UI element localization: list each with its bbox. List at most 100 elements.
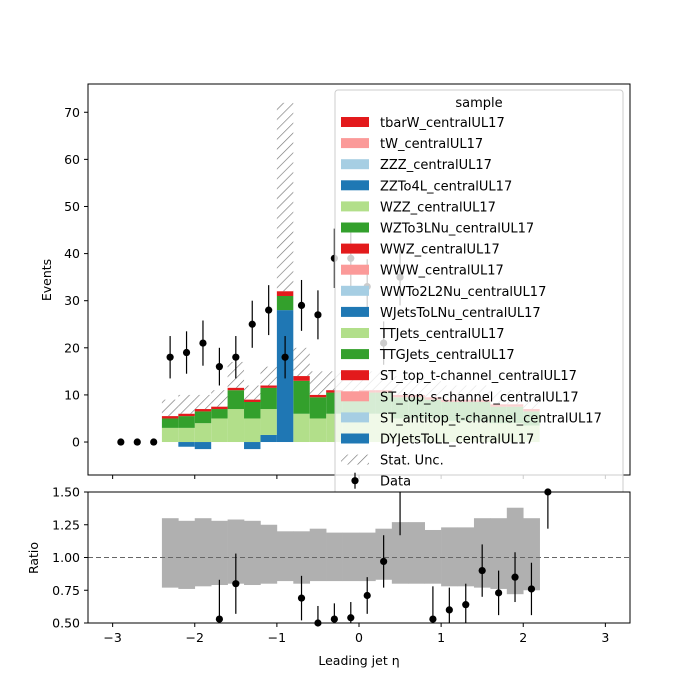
ratio-unc-band [227, 519, 245, 584]
legend-label: tW_centralUL17 [380, 137, 483, 152]
stack-bar [178, 416, 195, 428]
stat-unc-hatch [244, 385, 261, 400]
stack-bar [244, 442, 261, 450]
ratio-unc-band [326, 532, 343, 582]
y-tick-label: 60 [64, 152, 80, 167]
data-point [265, 306, 273, 314]
legend-label: ZZZ_centralUL17 [380, 158, 492, 173]
legend-swatch [341, 412, 369, 423]
stack-bar [161, 418, 179, 428]
ratio-point [380, 557, 388, 566]
ratio-y-tick-label: 1.50 [52, 485, 80, 500]
legend-label: ZZTo4L_centralUL17 [380, 179, 512, 194]
ratio-unc-band [391, 522, 409, 584]
data-point [166, 353, 174, 361]
ratio-point [363, 591, 371, 600]
stat-unc-hatch [178, 394, 195, 414]
stat-unc-hatch [260, 366, 277, 386]
ratio-point [478, 567, 486, 575]
data-point [281, 353, 289, 361]
data-point [199, 339, 207, 347]
ratio-unc-band [244, 520, 261, 586]
stack-bar [161, 427, 179, 443]
data-point [248, 320, 256, 328]
legend-label: TTGJets_centralUL17 [379, 348, 515, 363]
ratio-plot: 0.50 0.75 1.00 1.25 1.50 −3 −2 −1 0 1 2 3 Ratio Le… [26, 485, 631, 668]
legend-label: WWW_centralUL17 [380, 264, 504, 279]
data-point [215, 363, 223, 371]
legend-swatch [341, 159, 369, 170]
legend-swatch [341, 201, 369, 212]
y-tick-label: 10 [64, 387, 80, 402]
x-tick-label: −1 [268, 630, 286, 645]
legend-label: WWTo2L2Nu_centralUL17 [380, 285, 546, 300]
ratio-unc-band [178, 520, 196, 589]
stack-bar [211, 409, 228, 419]
stack-bar [293, 376, 310, 381]
legend-swatch [341, 180, 369, 191]
x-tick-label: 3 [601, 630, 609, 645]
ratio-point [215, 615, 223, 623]
legend-title: sample [455, 96, 502, 111]
legend-label: DYJetsToLL_centralUL17 [380, 433, 534, 448]
ratio-unc-band [523, 518, 540, 591]
legend-swatch [341, 243, 369, 254]
data-point [182, 348, 191, 357]
ratio-point [429, 615, 437, 623]
ratio-unc-band [490, 518, 508, 589]
stack-bar [276, 295, 294, 311]
stack-bar [260, 387, 277, 410]
legend-label: Data [380, 475, 411, 490]
stack-bar [260, 434, 277, 443]
stack-bar [194, 442, 212, 450]
legend-label: ST_antitop_t-channel_centralUL17 [380, 411, 602, 426]
stack-bar [276, 291, 294, 296]
ratio-unc-band [424, 529, 442, 584]
legend-swatch [341, 222, 369, 233]
legend-label: WJetsToLNu_centralUL17 [380, 306, 541, 321]
stat-unc-hatch [161, 399, 179, 417]
legend-swatch [341, 454, 369, 465]
stat-unc-hatch [194, 394, 212, 410]
y-tick-label: 40 [64, 246, 80, 261]
data-point [297, 301, 306, 310]
legend-swatch [341, 138, 369, 149]
ratio-unc-band [408, 522, 425, 584]
ratio-point [330, 615, 338, 623]
ratio-unc-band [342, 532, 360, 582]
legend-label: TTJets_centralUL17 [379, 327, 505, 342]
legend-label: WWZ_centralUL17 [380, 243, 500, 258]
legend-swatch [341, 370, 369, 381]
ratio-point [462, 601, 470, 609]
ratio-unc-band [441, 527, 458, 587]
stack-bar [309, 394, 327, 398]
x-tick-label: 1 [437, 630, 445, 645]
stack-bar [309, 397, 327, 419]
x-tick-label: −2 [186, 630, 204, 645]
stack-bar [227, 387, 245, 391]
stack-bar [293, 380, 310, 414]
ratio-point [232, 580, 240, 588]
data-point [232, 353, 240, 361]
stack-bar [194, 423, 212, 443]
y-tick-label: 50 [64, 199, 80, 214]
ratio-unc-band [211, 520, 228, 586]
stat-unc-hatch [309, 371, 327, 395]
ratio-point [511, 573, 519, 581]
stack-bar [260, 385, 277, 388]
ratio-unc-band [276, 531, 294, 582]
data-point [117, 438, 125, 446]
stack-bar [244, 418, 261, 443]
legend: sample tbarW_centralUL17 tW_centralUL17 ZZ… [334, 89, 624, 503]
x-tick-label: −3 [103, 630, 121, 645]
ratio-y-tick-label: 1.25 [52, 517, 80, 532]
ratio-y-tick-label: 0.75 [52, 583, 80, 598]
ratio-point [347, 614, 355, 622]
ratio-unc-band [309, 528, 327, 582]
data-point [150, 438, 158, 446]
stack-bar [194, 409, 212, 412]
stack-bar [227, 409, 245, 443]
ratio-unc-band [293, 531, 311, 584]
data-point [314, 311, 322, 319]
